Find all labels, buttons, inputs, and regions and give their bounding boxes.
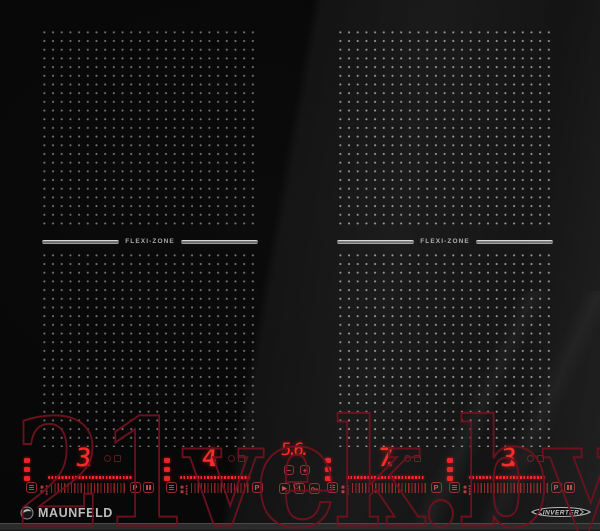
zone-2-power-slider[interactable] xyxy=(191,482,249,493)
zone-4-power-led-bar xyxy=(469,476,545,479)
zone-3-power-led-bar xyxy=(347,476,425,479)
zone-2-power-display: 4. xyxy=(200,443,214,472)
zone-3-power-display: 7. xyxy=(376,443,390,472)
bridge-zone-icon[interactable] xyxy=(463,482,472,495)
cooking-dots-grid-top-right xyxy=(336,28,555,231)
zone-3-indicator-lights xyxy=(325,458,331,481)
flexi-zone-label: FLEXI-ZONE xyxy=(125,238,175,245)
maunfeld-logo-icon xyxy=(20,506,34,520)
play-pause-button[interactable]: ▶ xyxy=(279,483,290,494)
flexi-line xyxy=(180,239,259,244)
inverter-badge: INVERTER xyxy=(531,504,591,525)
flexi-zone-label: FLEXI-ZONE xyxy=(420,238,470,245)
lock-button[interactable] xyxy=(309,483,320,494)
keep-warm-icon[interactable] xyxy=(166,482,177,493)
timer-and-main-controls: 5.6. − + ▶ I xyxy=(276,440,324,494)
flexi-line xyxy=(475,239,554,244)
boost-button[interactable]: P xyxy=(430,482,442,493)
keep-warm-icon[interactable] xyxy=(327,482,338,493)
lock-key-icon xyxy=(310,486,318,491)
bridge-zone-icon[interactable] xyxy=(180,482,189,495)
zone-3-status-indicators xyxy=(404,455,421,462)
zone-1-power-display: 3. xyxy=(74,443,88,472)
zone-1-controls: 3. P xyxy=(24,443,158,498)
zone-2-power-led-bar xyxy=(180,476,250,479)
glass-front-edge xyxy=(0,523,600,531)
flexi-line xyxy=(42,239,120,244)
pause-button[interactable] xyxy=(564,482,575,493)
timer-display: 5.6. xyxy=(279,440,308,460)
zone-4-controls: 3. P xyxy=(447,443,575,498)
inverter-badge-text: INVERTER xyxy=(543,510,579,517)
zone-2-controls: 4. P xyxy=(164,443,264,498)
bridge-zone-icon[interactable] xyxy=(341,482,350,495)
zone-1-power-led-bar xyxy=(48,476,132,479)
maunfeld-logo: MAUNFELD xyxy=(20,506,113,520)
zone-4-status-indicators xyxy=(527,455,544,462)
zone-4-indicator-lights xyxy=(447,458,453,481)
boost-button[interactable]: P xyxy=(550,482,562,493)
power-on-off-button[interactable]: I xyxy=(294,483,305,494)
zone-3-controls: 7. P xyxy=(325,443,442,498)
play-icon: ▶ xyxy=(282,486,287,492)
flexi-line xyxy=(337,239,415,244)
cooking-dots-grid-bottom-right xyxy=(336,251,555,447)
boost-button[interactable]: P xyxy=(129,482,141,493)
flexi-zone-marking-right: FLEXI-ZONE xyxy=(337,237,554,246)
zone-4-power-slider[interactable] xyxy=(474,482,548,493)
pause-button[interactable] xyxy=(143,482,154,493)
timer-minus-button[interactable]: − xyxy=(284,465,294,475)
zone-1-indicator-lights xyxy=(24,458,30,481)
boost-button[interactable]: P xyxy=(251,482,263,493)
keep-warm-icon[interactable] xyxy=(26,482,37,493)
timer-plus-button[interactable]: + xyxy=(300,465,310,475)
cooking-dots-grid-bottom-left xyxy=(40,251,259,447)
cooking-dots-grid-top-left xyxy=(40,28,259,231)
brand-name: MAUNFELD xyxy=(38,506,113,520)
zone-2-status-indicators xyxy=(228,455,245,462)
zone-2-indicator-lights xyxy=(164,458,170,481)
zone-1-status-indicators xyxy=(104,455,121,462)
keep-warm-icon[interactable] xyxy=(449,482,460,493)
flexi-zone-marking-left: FLEXI-ZONE xyxy=(42,237,259,246)
bridge-zone-icon[interactable] xyxy=(40,482,49,495)
zone-3-power-slider[interactable] xyxy=(352,482,428,493)
zone-1-power-slider[interactable] xyxy=(51,482,127,493)
brand-row: MAUNFELD INVERTER xyxy=(0,503,600,523)
zone-4-power-display: 3. xyxy=(499,443,513,472)
